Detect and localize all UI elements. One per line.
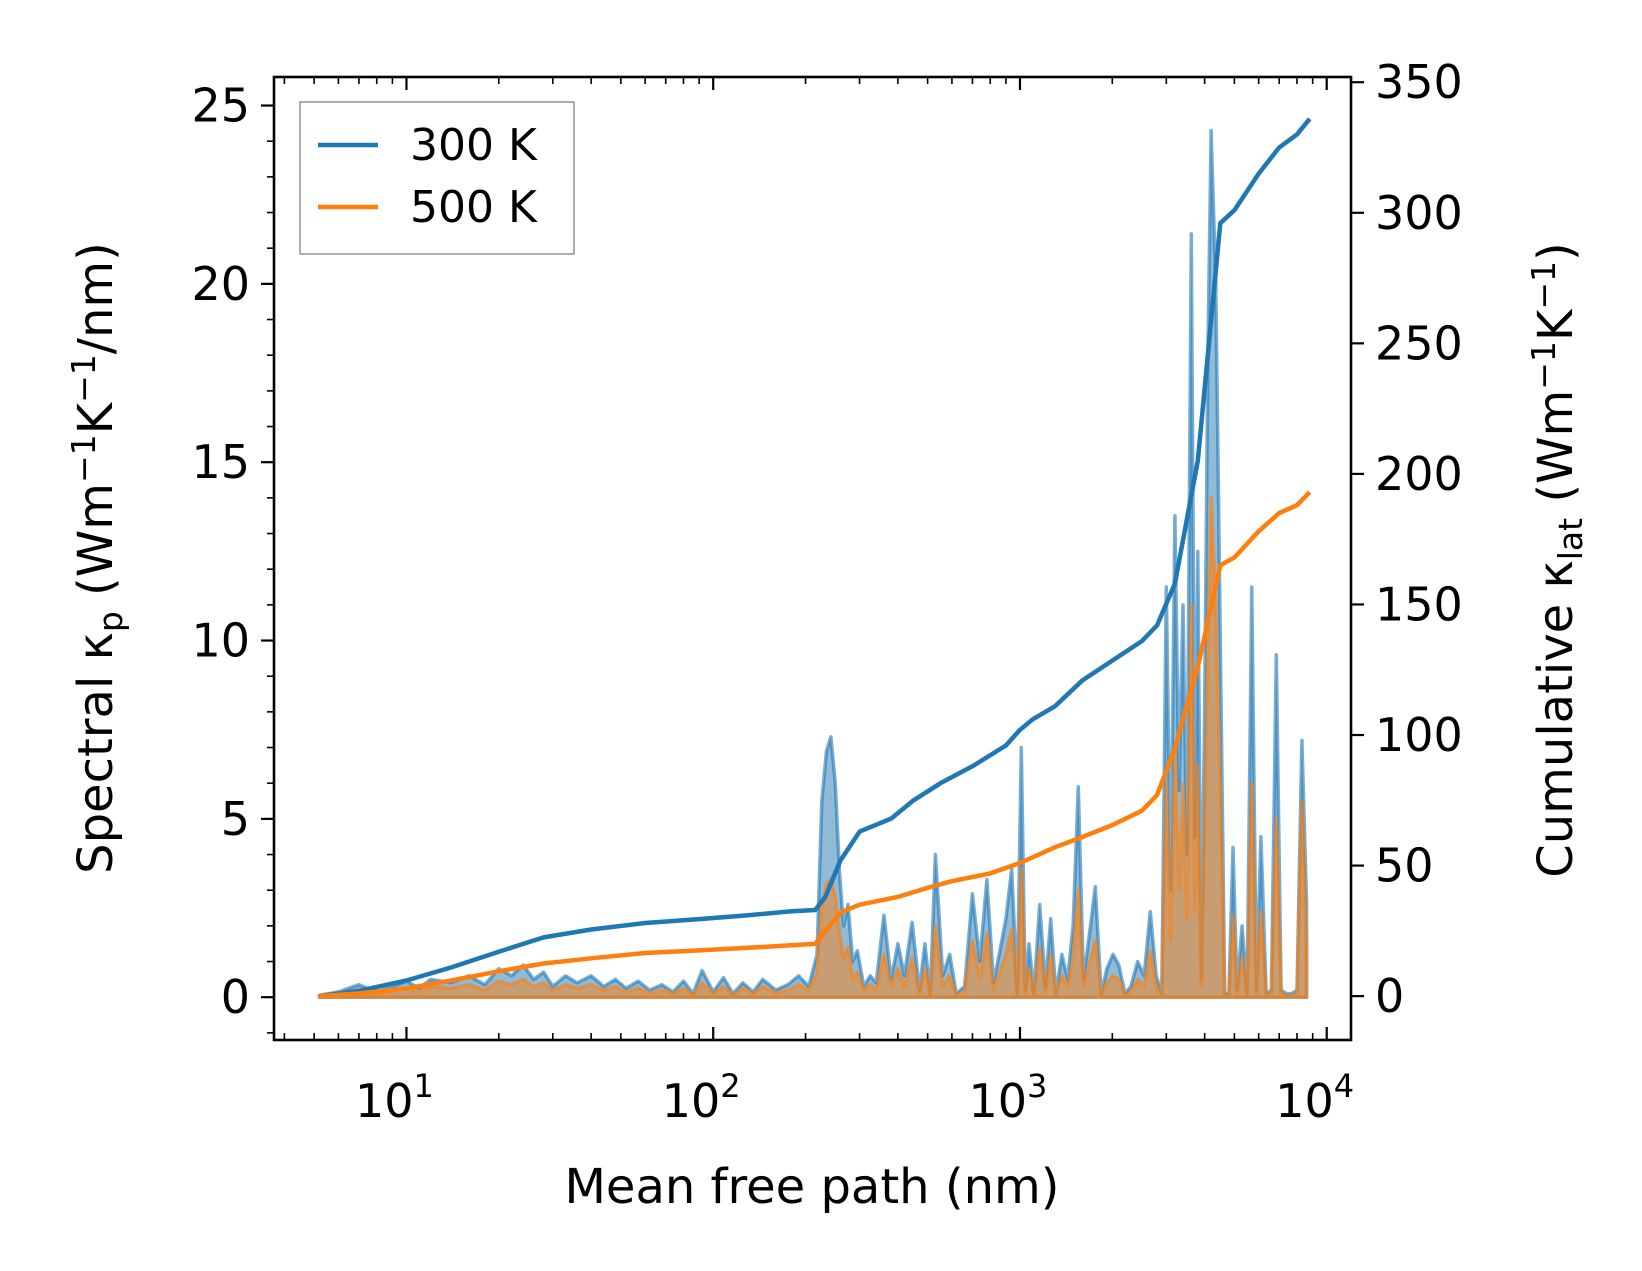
right-ylabel-unit: (Wm xyxy=(1528,390,1584,518)
left-ylabel-tail: /nm) xyxy=(68,242,124,354)
left-y-tick-label: 15 xyxy=(191,435,250,489)
x-tick-label: 103 xyxy=(969,1067,1048,1128)
right-y-tick-label: 300 xyxy=(1375,186,1463,240)
left-y-tick-label: 20 xyxy=(191,257,250,311)
left-ylabel-sub: p xyxy=(91,611,130,632)
left-ylabel-unit: (Wm xyxy=(68,483,124,611)
left-ylabel-sup2: −1 xyxy=(64,354,103,403)
left-ylabel-sup1: −1 xyxy=(64,434,103,483)
left-y-tick-label: 10 xyxy=(191,614,250,668)
x-tick-label: 101 xyxy=(355,1067,434,1128)
left-y-axis-title: Spectral κp (Wm−1K−1/nm) xyxy=(64,242,130,874)
right-y-tick-label: 150 xyxy=(1375,577,1463,631)
left-ylabel-main: Spectral κ xyxy=(68,632,124,874)
right-ylabel-sup1: −1 xyxy=(1524,341,1563,390)
left-y-tick-label: 25 xyxy=(191,79,250,133)
left-ylabel-mid: K xyxy=(68,401,124,434)
cumulative-lines xyxy=(319,117,1312,999)
spectral-area-500k xyxy=(317,496,1309,999)
right-y-tick-label: 100 xyxy=(1375,708,1463,762)
x-axis-title: Mean free path (nm) xyxy=(565,1159,1060,1215)
right-ylabel-main: Cumulative κ xyxy=(1528,560,1584,878)
left-y-tick-label: 0 xyxy=(221,970,250,1024)
x-tick-label: 102 xyxy=(662,1067,741,1128)
right-y-axis-title: Cumulative κlat (Wm−1K−1) xyxy=(1524,242,1590,878)
legend-label-500k: 500 K xyxy=(410,182,538,233)
spectral-areas xyxy=(317,128,1309,999)
cumulative-line-500k xyxy=(319,490,1312,999)
left-y-tick-label: 5 xyxy=(221,792,250,846)
right-y-axis-ticks: 0 50 100 150 200 250 300 350 xyxy=(1351,55,1463,1023)
right-y-tick-label: 200 xyxy=(1375,447,1463,501)
x-axis-ticks: 101 102 103 104 xyxy=(283,77,1354,1128)
legend: 300 K 500 K xyxy=(299,101,575,255)
right-ylabel-sup2: −1 xyxy=(1524,261,1563,310)
right-y-tick-label: 250 xyxy=(1375,316,1463,370)
right-y-tick-label: 50 xyxy=(1375,839,1434,893)
left-y-axis-ticks: 0 5 10 15 20 25 xyxy=(191,79,274,1034)
cumulative-line-300k xyxy=(319,117,1312,999)
right-y-tick-label: 0 xyxy=(1375,969,1404,1023)
x-tick-label: 104 xyxy=(1275,1067,1354,1128)
right-ylabel-sub: lat xyxy=(1551,518,1590,560)
legend-label-300k: 300 K xyxy=(410,120,538,171)
plot-frame xyxy=(272,75,1353,1042)
legend-frame xyxy=(299,101,575,255)
right-y-tick-label: 350 xyxy=(1375,55,1463,109)
right-ylabel-tail: ) xyxy=(1528,242,1584,261)
right-ylabel-mid: K xyxy=(1528,308,1584,341)
